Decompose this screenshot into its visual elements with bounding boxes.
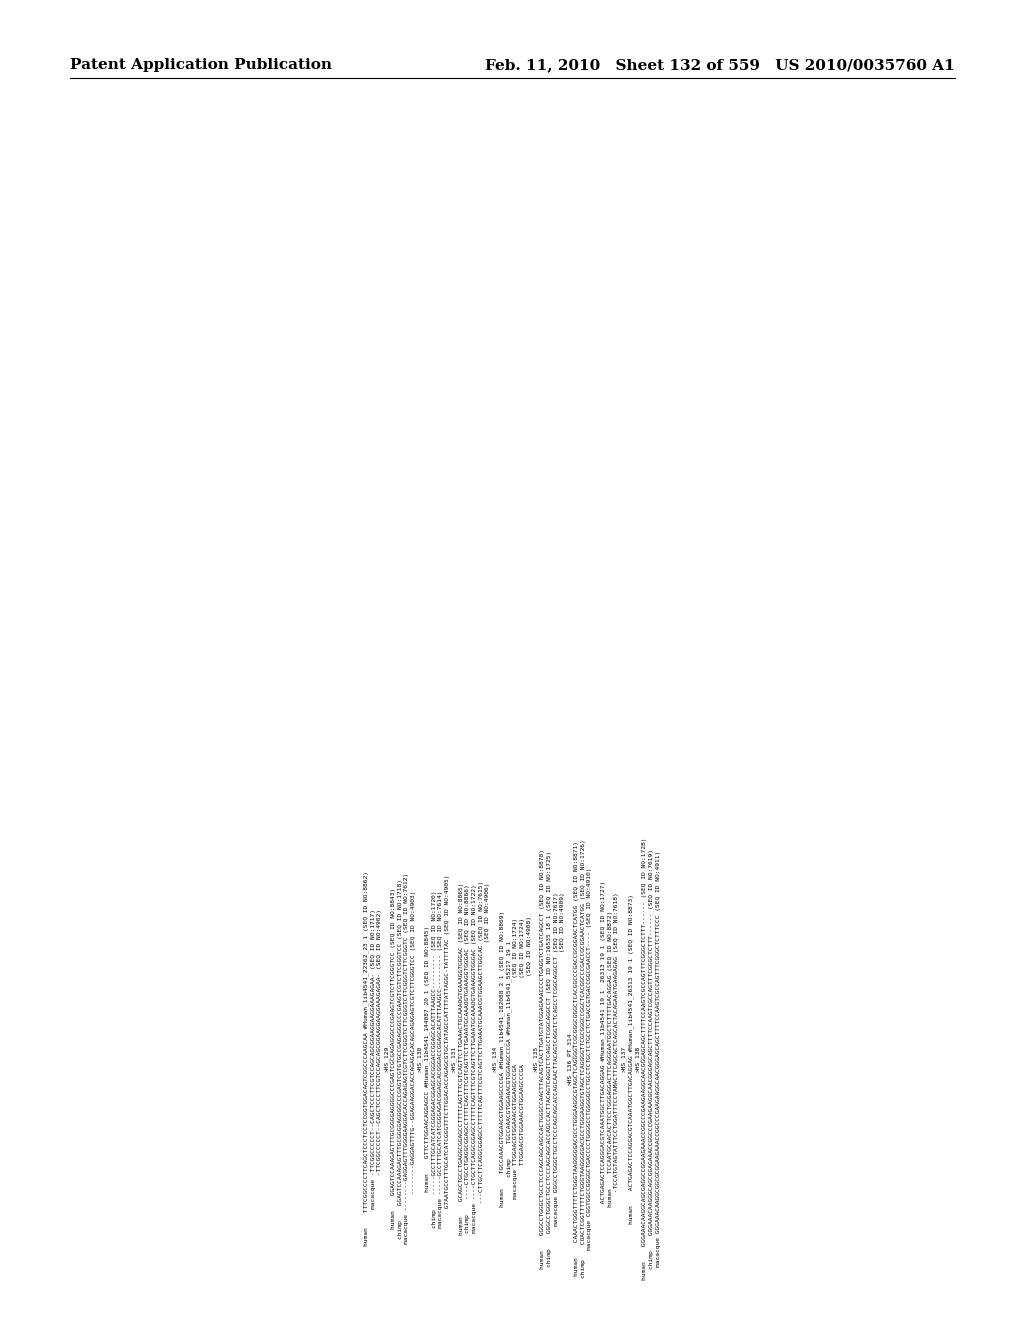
Text: Patent Application Publication: Patent Application Publication	[70, 58, 332, 73]
Text: human    TTTCGGCCCCTTCAGCTCCCTCCTCCGGTGGACAGTCGGCCCAAGCAA #Human_1ib4541_22362_2: human TTTCGGCCCCTTCAGCTCCCTCCTCCGGTGGACA…	[364, 837, 660, 1280]
Text: Feb. 11, 2010 Sheet 132 of 559 US 2010/0035760 A1: Feb. 11, 2010 Sheet 132 of 559 US 2010/0…	[485, 58, 955, 73]
